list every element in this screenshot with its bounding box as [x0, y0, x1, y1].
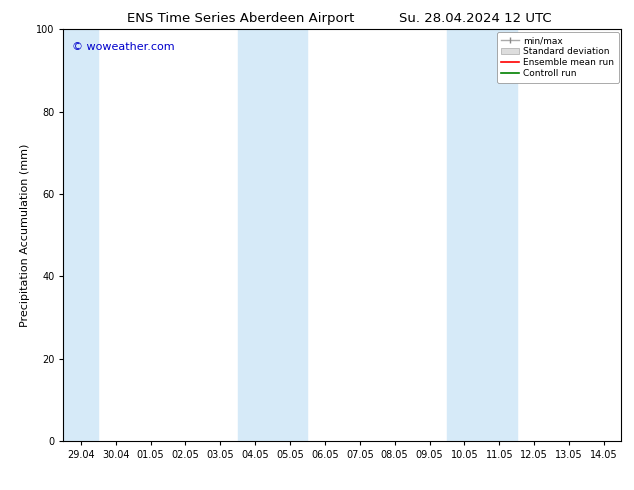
Bar: [238, 29, 307, 441]
Text: ENS Time Series Aberdeen Airport: ENS Time Series Aberdeen Airport: [127, 12, 354, 25]
Legend: min/max, Standard deviation, Ensemble mean run, Controll run: min/max, Standard deviation, Ensemble me…: [497, 32, 619, 82]
Bar: [63, 29, 98, 441]
Bar: [447, 29, 517, 441]
Text: Su. 28.04.2024 12 UTC: Su. 28.04.2024 12 UTC: [399, 12, 552, 25]
Y-axis label: Precipitation Accumulation (mm): Precipitation Accumulation (mm): [20, 144, 30, 327]
Text: © woweather.com: © woweather.com: [72, 42, 174, 52]
